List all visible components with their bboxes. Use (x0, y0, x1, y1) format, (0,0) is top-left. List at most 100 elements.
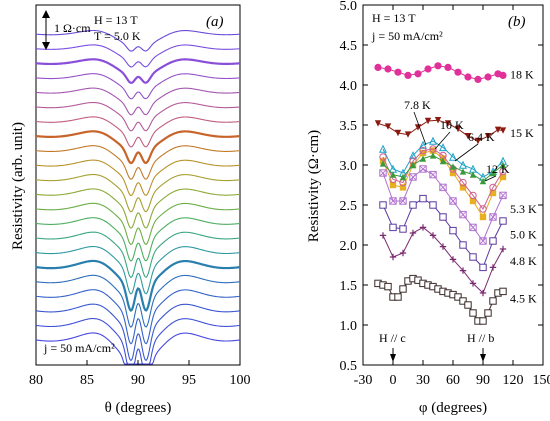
data-point (429, 201, 437, 209)
data-point (459, 178, 467, 187)
data-point (379, 160, 387, 167)
data-point (479, 205, 487, 213)
panel-a-current-annotation: j = 50 mA/cm² (43, 341, 115, 355)
panel-b-y-tick-label: 0.5 (340, 359, 358, 374)
panel-a-curve (35, 245, 241, 295)
data-point (434, 117, 442, 124)
data-point (399, 225, 407, 233)
panel-b-x-tick-label: 120 (503, 373, 524, 388)
panel-b-y-tick-label: 2.0 (340, 239, 358, 254)
data-point (399, 184, 407, 191)
panel-a-x-tick-label: 85 (80, 373, 94, 388)
panel-b-y-tick-label: 5.0 (340, 0, 358, 14)
panel-b-y-tick-label: 3.5 (340, 119, 358, 134)
h-parallel-b-label: H // b (467, 331, 494, 345)
data-point (459, 210, 467, 219)
data-point (479, 289, 487, 297)
data-point (439, 213, 447, 221)
data-point (469, 309, 477, 317)
series-15k (374, 117, 507, 145)
data-point (489, 169, 497, 177)
series-4.8k (379, 224, 507, 297)
data-point (414, 124, 422, 131)
callout-leader (454, 143, 479, 162)
panel-b-y-tick-label: 2.5 (340, 199, 358, 214)
data-point (479, 213, 487, 221)
panel-b-label: (b) (508, 14, 526, 30)
data-point (429, 232, 437, 239)
data-point (489, 213, 497, 221)
data-point (424, 65, 432, 73)
panel-a-temperature-annotation: T = 5.0 K (94, 29, 141, 43)
axis-marker-arrowhead (480, 354, 486, 362)
panel-b-x-axis-label: φ (degrees) (419, 400, 487, 416)
panel-a-x-axis-label: θ (degrees) (105, 400, 172, 416)
series-label: 5.3 K (510, 202, 537, 216)
panel-b-x-tick-label: 150 (533, 373, 550, 388)
panel-a-curve (35, 231, 241, 279)
data-point (439, 157, 447, 165)
data-point-cross (399, 197, 407, 205)
panel-b-y-tick-label: 4.5 (340, 39, 358, 54)
panel-b-y-tick-label: 3.0 (340, 159, 358, 174)
data-point (469, 197, 477, 205)
series-callout-label: 12 K (486, 162, 510, 176)
data-point (394, 129, 402, 137)
data-point (428, 136, 438, 145)
data-point (424, 117, 432, 125)
panel-a-x-tick-label: 90 (131, 373, 145, 388)
data-point (449, 226, 457, 235)
panel-a-label: (a) (206, 14, 224, 30)
panel-b-x-tick-label: 0 (390, 373, 397, 388)
data-point (484, 73, 492, 81)
panel-a-curve (35, 317, 241, 365)
data-point (489, 297, 497, 305)
data-point (489, 264, 497, 271)
data-point (419, 224, 427, 231)
data-point (489, 237, 497, 245)
data-point (469, 171, 477, 178)
panel-a-curve (35, 303, 241, 362)
series-line (382, 148, 504, 210)
data-point (378, 144, 388, 153)
panel-b-y-tick-label: 4.0 (340, 79, 358, 94)
panel-a-curve (35, 73, 241, 100)
panel-b-axis-arrows (390, 348, 486, 362)
data-point (374, 63, 382, 71)
data-point (374, 120, 382, 127)
data-point (449, 197, 457, 205)
data-point (499, 173, 507, 181)
data-point (409, 201, 417, 209)
data-point (484, 133, 492, 140)
panel-a-curve (35, 289, 241, 345)
series-10k (379, 145, 507, 213)
callout-leader (484, 175, 497, 182)
data-point (448, 152, 458, 161)
data-point (429, 152, 437, 159)
data-point (459, 184, 467, 191)
panel-b-current-annotation: j = 50 mA/cm² (371, 29, 443, 43)
callout-leader (434, 131, 451, 150)
data-point (389, 223, 397, 232)
data-point (384, 123, 392, 130)
data-point (379, 201, 387, 209)
scale-bar-label: 1 Ω·cm (54, 21, 91, 35)
data-point (499, 71, 507, 79)
series-label: 18 K (510, 68, 534, 82)
data-point (454, 293, 462, 301)
data-point (479, 317, 487, 325)
panel-b-callouts: 7.8 K 10 K 6.4 K 12 K (404, 98, 510, 182)
data-point (418, 140, 428, 149)
data-point (429, 170, 437, 179)
data-point-cross (459, 211, 467, 219)
series-label: 15 K (510, 126, 534, 140)
data-point (409, 161, 417, 169)
callout-leader (413, 111, 427, 146)
panel-b-y-tick-label: 1.5 (340, 279, 358, 294)
data-point-cross (479, 237, 487, 245)
scale-bar: 1 Ω·cm (42, 10, 91, 50)
series-line (377, 119, 504, 142)
panel-a-curve (35, 259, 241, 312)
h-parallel-c-label: H // c (379, 331, 406, 345)
data-point-cross (489, 213, 497, 221)
